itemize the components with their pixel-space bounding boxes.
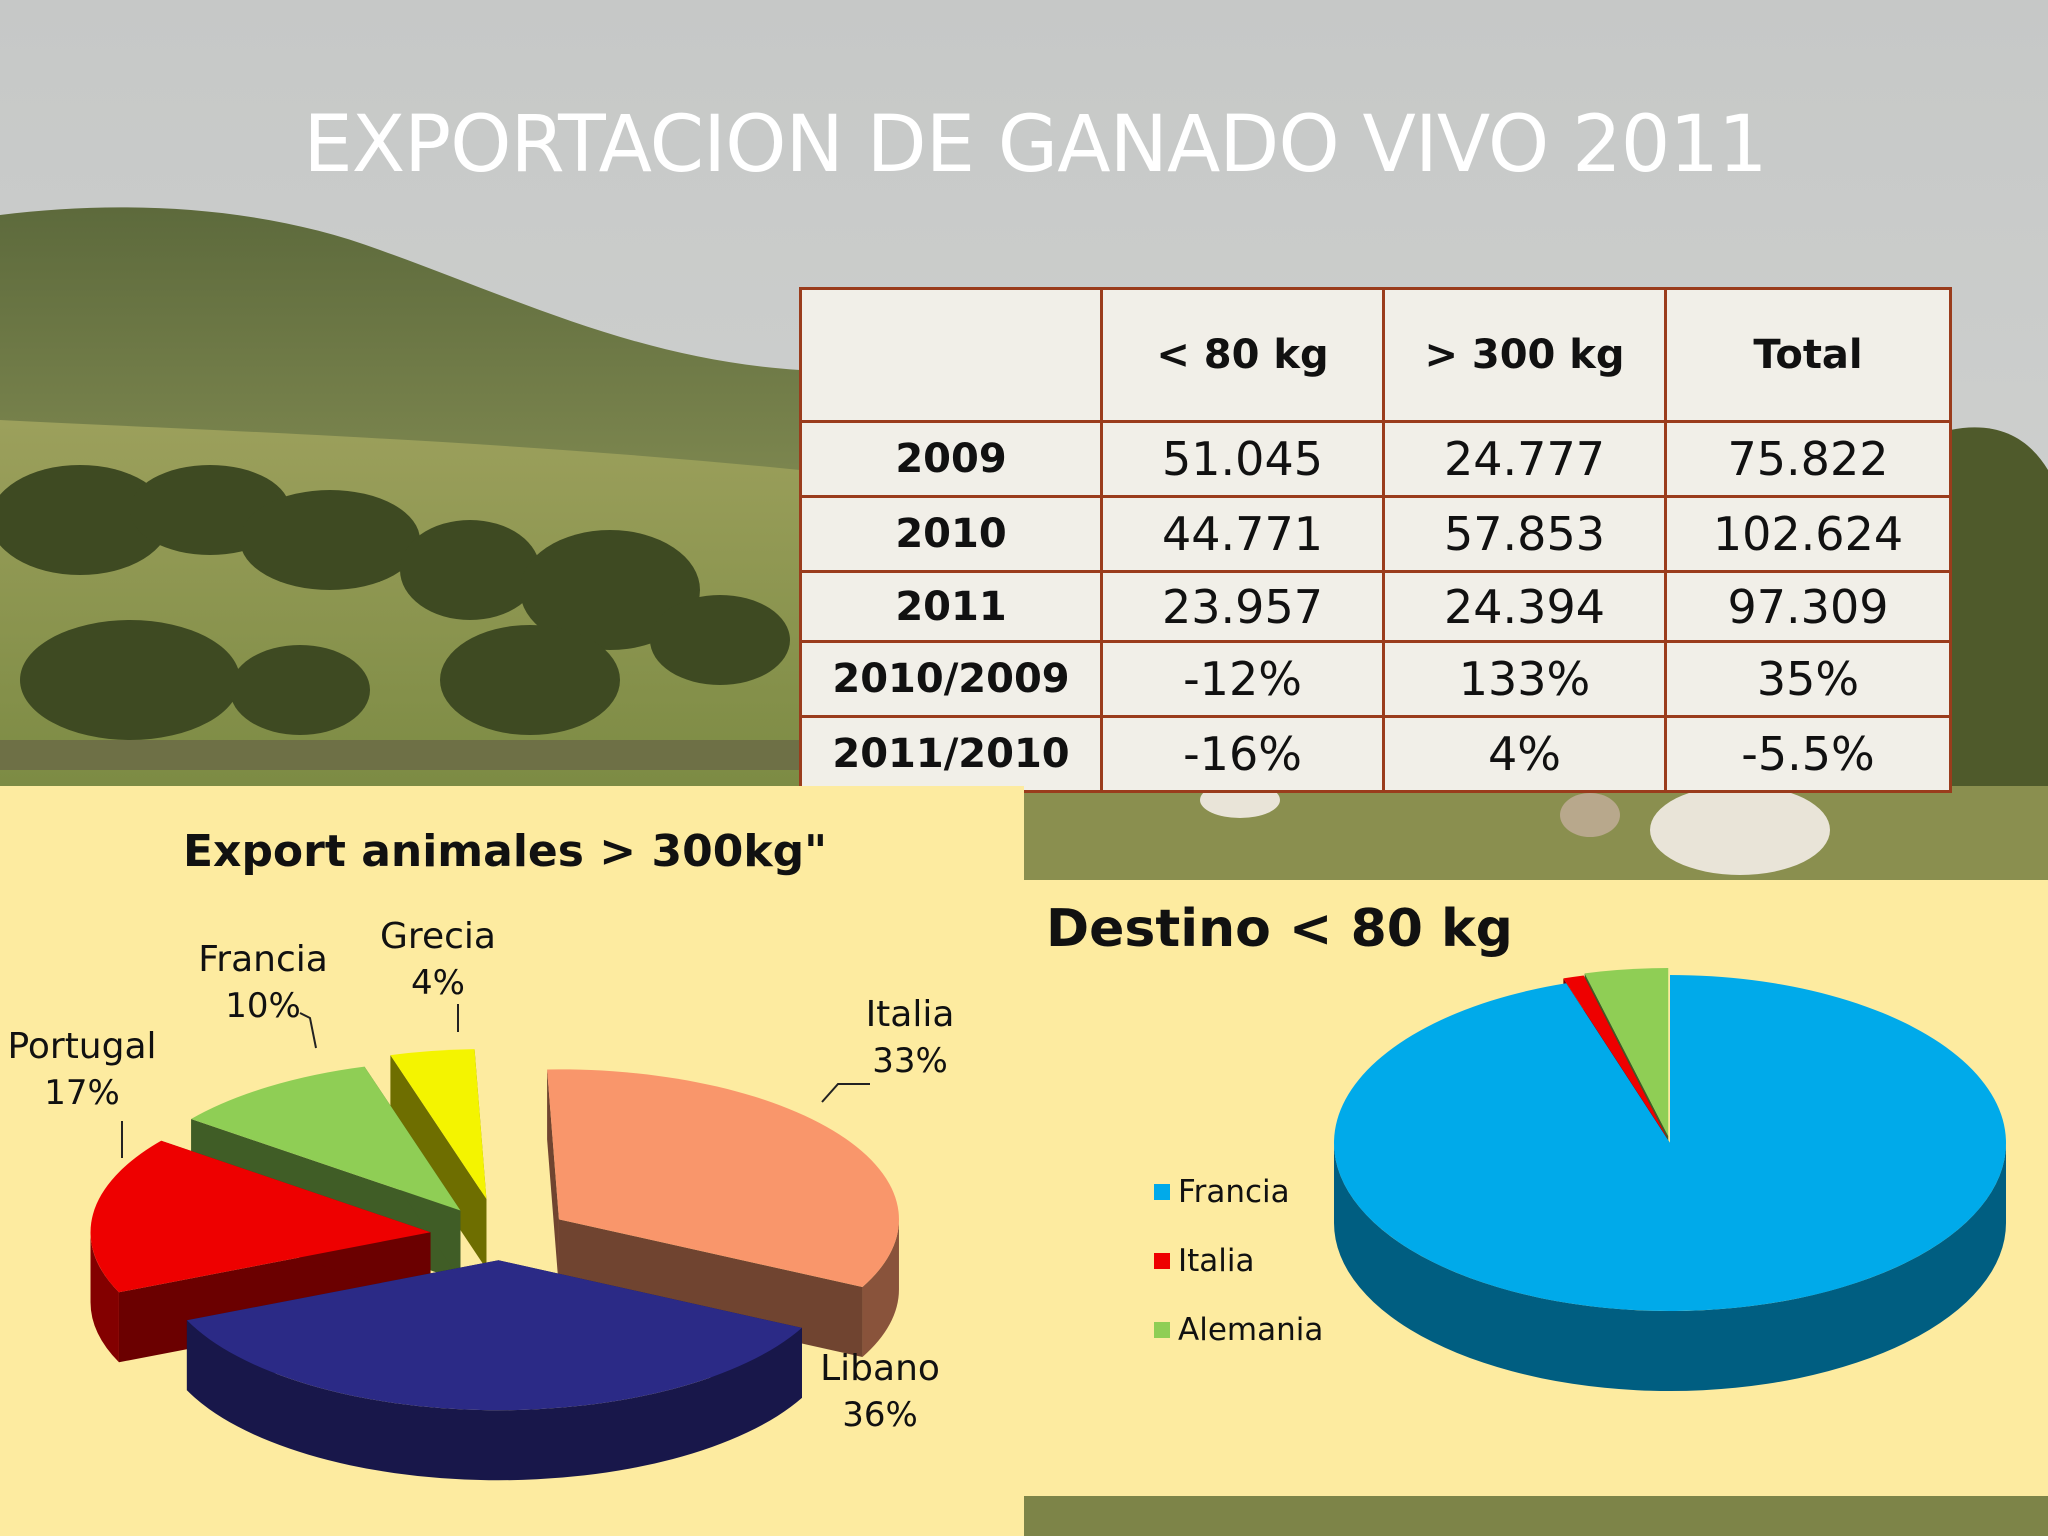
- pie-slices: [1334, 968, 2006, 1311]
- legend-swatch-alemania: [1154, 1322, 1170, 1338]
- table-header-lt80: < 80 kg: [1100, 287, 1385, 423]
- data-label-francia: Francia: [198, 939, 328, 980]
- data-label-italia: Italia: [866, 994, 955, 1035]
- leader-lines: [121, 1004, 870, 1158]
- table-header-gt300: > 300 kg: [1382, 287, 1667, 423]
- legend-label-italia: Italia: [1178, 1243, 1255, 1279]
- table-cell: 24.777: [1382, 420, 1667, 498]
- slice-rim-portugal: [90, 1232, 119, 1363]
- row-label: 2009: [799, 420, 1103, 498]
- table-cell: -16%: [1100, 715, 1385, 793]
- table-cell: -12%: [1100, 640, 1385, 718]
- data-labels: Italia 33% Libano 36% Portugal 17% Francia 10% G…: [7, 916, 954, 1435]
- page-title: EXPORTACION DE GANADO VIVO 2011: [303, 100, 1767, 190]
- leader-line-francia: [299, 1012, 317, 1049]
- table-cell: 133%: [1382, 640, 1667, 718]
- row-label: 2010/2009: [799, 640, 1103, 718]
- slice-portugal: [90, 1140, 431, 1293]
- legend-label-francia: Francia: [1178, 1174, 1290, 1210]
- slice-rim-libano: [186, 1320, 802, 1481]
- table-row: 2010/2009 -12% 133% 35%: [799, 640, 1952, 718]
- row-label: 2010: [799, 495, 1103, 573]
- table-row: 2011/2010 -16% 4% -5.5%: [799, 715, 1952, 793]
- table-cell: -5.5%: [1664, 715, 1952, 793]
- data-value-italia: 33%: [872, 1041, 948, 1081]
- table-cell: 35%: [1664, 640, 1952, 718]
- slice-francia: [1334, 975, 2006, 1311]
- row-label: 2011: [799, 570, 1103, 643]
- data-value-grecia: 4%: [411, 963, 465, 1003]
- slice-wall-grecia: [390, 1055, 487, 1269]
- slice-grecia: [390, 1049, 487, 1199]
- table-header-total: Total: [1664, 287, 1952, 423]
- table-cell: 97.309: [1664, 570, 1952, 643]
- slice-alemania: [1584, 968, 1669, 1137]
- slice-rim-italia: [862, 1219, 899, 1357]
- table-cell: 44.771: [1100, 495, 1385, 573]
- table-row: 2011 23.957 24.394 97.309: [799, 570, 1952, 643]
- table-row: 2009 51.045 24.777 75.822: [799, 420, 1952, 498]
- slice-libano: [186, 1260, 802, 1411]
- slice-rim-francia: [1334, 1143, 2006, 1391]
- legend-swatch-italia: [1154, 1253, 1170, 1269]
- row-label: 2011/2010: [799, 715, 1103, 793]
- data-value-portugal: 17%: [44, 1073, 120, 1113]
- table-cell: 102.624: [1664, 495, 1952, 573]
- slice-italia: [1563, 975, 1668, 1139]
- data-label-portugal: Portugal: [7, 1026, 156, 1067]
- slice-wall-italia: [558, 1219, 863, 1357]
- data-label-libano: Libano: [820, 1348, 940, 1389]
- pie-chart-lt80: Destino < 80 kg Francia Italia Alemania: [1046, 899, 2006, 1391]
- data-label-grecia: Grecia: [380, 916, 496, 957]
- table-header-empty: [799, 287, 1103, 423]
- table-row: 2010 44.771 57.853 102.624: [799, 495, 1952, 573]
- table-cell: 23.957: [1100, 570, 1385, 643]
- legend: Francia Italia Alemania: [1154, 1174, 1323, 1348]
- pie-slices: [90, 1049, 899, 1411]
- chart-title: Destino < 80 kg: [1046, 899, 1513, 959]
- legend-label-alemania: Alemania: [1178, 1312, 1323, 1348]
- data-value-francia: 10%: [225, 986, 301, 1026]
- leader-line-italia: [821, 1083, 870, 1103]
- table-cell: 4%: [1382, 715, 1667, 793]
- table-cell: 24.394: [1382, 570, 1667, 643]
- export-table: < 80 kg > 300 kg Total 2009 51.045 24.77…: [799, 287, 1952, 793]
- chart-panel-gt300: Export animales > 300kg" Italia 33% Libano…: [0, 786, 1024, 1536]
- slice-italia: [547, 1069, 899, 1287]
- chart-panel-lt80: Destino < 80 kg Francia Italia Alemania: [1024, 880, 2048, 1496]
- slice-francia: [191, 1066, 461, 1211]
- table-cell: 75.822: [1664, 420, 1952, 498]
- legend-swatch-francia: [1154, 1184, 1170, 1200]
- table-header-row: < 80 kg > 300 kg Total: [799, 287, 1952, 423]
- table-cell: 51.045: [1100, 420, 1385, 498]
- data-value-libano: 36%: [842, 1395, 918, 1435]
- chart-title: Export animales > 300kg": [183, 826, 827, 877]
- pie-chart-gt300: Export animales > 300kg" Italia 33% Libano…: [7, 826, 954, 1481]
- table-cell: 57.853: [1382, 495, 1667, 573]
- slice-wall-italia: [547, 1069, 559, 1290]
